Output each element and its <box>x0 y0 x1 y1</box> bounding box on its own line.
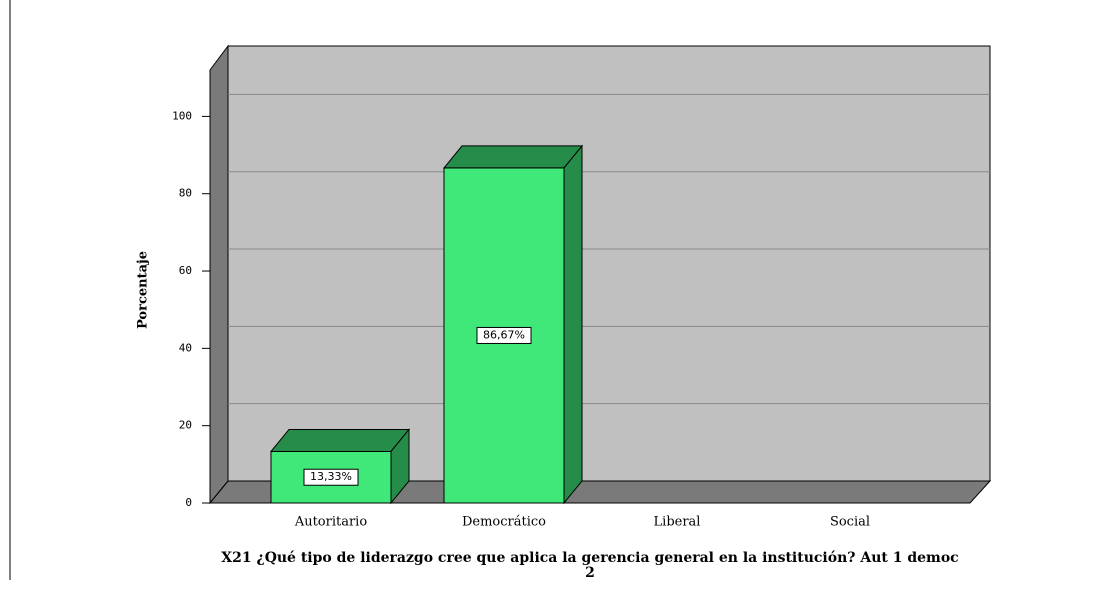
y-tick-label: 0 <box>185 496 192 509</box>
y-tick-label: 40 <box>179 341 192 354</box>
bar-side <box>390 428 410 505</box>
x-tick-label: Liberal <box>654 515 701 530</box>
chart-title: X21 ¿Qué tipo de liderazgo cree que apli… <box>221 550 959 581</box>
y-tick-label: 80 <box>179 187 192 200</box>
y-tick-label: 100 <box>172 109 192 122</box>
bar-side <box>563 144 583 505</box>
left-wall <box>209 44 229 505</box>
value-label-box <box>303 468 359 486</box>
x-tick-label: Autoritario <box>294 515 368 530</box>
value-label: 13,33% <box>310 470 352 483</box>
y-tick-label: 60 <box>179 264 192 277</box>
x-tick-label: Democrático <box>462 515 546 530</box>
y-axis-label: Porcentaje <box>136 251 151 329</box>
value-label: 86,67% <box>483 328 525 341</box>
bar-top <box>269 428 411 452</box>
value-label-box <box>476 326 532 344</box>
bar-top <box>442 145 584 169</box>
x-tick-label: Social <box>830 515 870 530</box>
back-wall <box>227 45 991 482</box>
y-tick-label: 20 <box>179 419 192 432</box>
